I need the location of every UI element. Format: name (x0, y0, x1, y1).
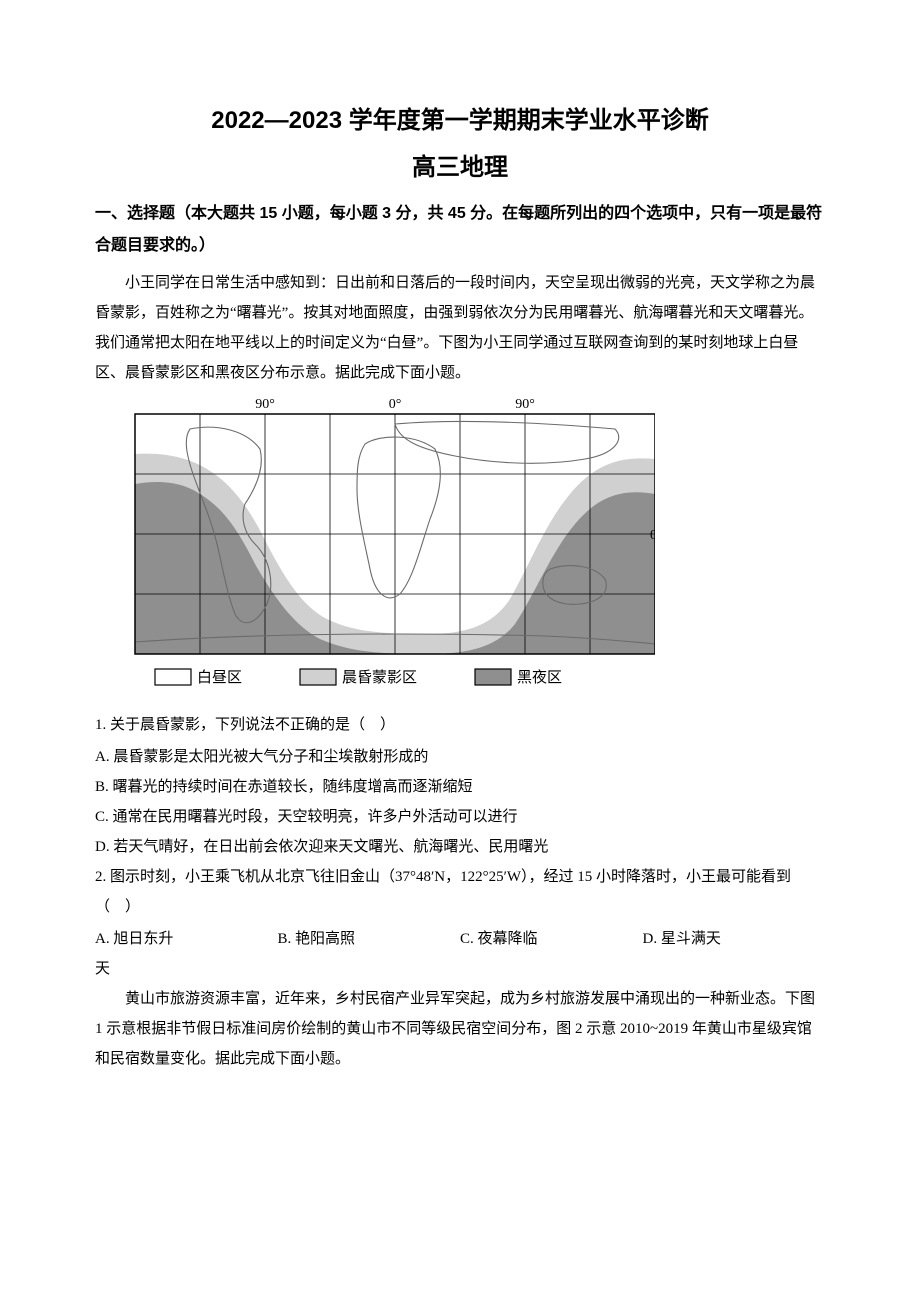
q1-option-a: A. 晨昏蒙影是太阳光被大气分子和尘埃散射形成的 (95, 742, 825, 772)
section-1-heading: 一、选择题（本大题共 15 小题，每小题 3 分，共 45 分。在每题所列出的四… (95, 198, 825, 262)
legend-night-swatch (475, 669, 511, 685)
lat-label-equator: 0° (650, 528, 655, 543)
q1-option-c: C. 通常在民用曙暮光时段，天空较明亮，许多户外活动可以进行 (95, 802, 825, 832)
q2-option-b: B. 艳阳高照 (278, 924, 461, 954)
legend-day-label: 白昼区 (197, 669, 242, 686)
page-title-main: 2022—2023 学年度第一学期期末学业水平诊断 (95, 100, 825, 135)
q1-option-b: B. 曙暮光的持续时间在赤道较长，随纬度增高而逐渐缩短 (95, 772, 825, 802)
legend-night-label: 黑夜区 (517, 669, 562, 686)
q2-stem: 2. 图示时刻，小王乘飞机从北京飞往旧金山（37°48′N，122°25′W），… (95, 862, 825, 922)
map-frame (135, 414, 655, 654)
page-title-sub: 高三地理 (95, 147, 825, 182)
figure-1-map: 90° 0° 90° (95, 394, 825, 704)
passage-2: 黄山市旅游资源丰富，近年来，乡村民宿产业异军突起，成为乡村旅游发展中涌现出的一种… (95, 984, 825, 1074)
q1-option-d: D. 若天气晴好，在日出前会依次迎来天文曙光、航海曙光、民用曙光 (95, 832, 825, 862)
passage-1: 小王同学在日常生活中感知到：日出前和日落后的一段时间内，天空呈现出微弱的光亮，天… (95, 268, 825, 388)
lon-label-1: 90° (255, 397, 275, 412)
legend-twilight-label: 晨昏蒙影区 (342, 669, 417, 686)
q2-option-a: A. 旭日东升 (95, 924, 278, 954)
figure-1-legend: 白昼区 晨昏蒙影区 黑夜区 (155, 669, 562, 686)
q2-option-c: C. 夜幕降临 (460, 924, 643, 954)
legend-twilight-swatch (300, 669, 336, 685)
q2-option-d: D. 星斗满天 (643, 924, 826, 954)
q2-options-row: A. 旭日东升 B. 艳阳高照 C. 夜幕降临 D. 星斗满天 (95, 924, 825, 954)
legend-day-swatch (155, 669, 191, 685)
q1-stem: 1. 关于晨昏蒙影，下列说法不正确的是（ ） (95, 710, 825, 740)
q2-trailing-text: 天 (95, 954, 825, 984)
lon-label-2: 0° (389, 397, 402, 412)
lon-label-3: 90° (515, 397, 535, 412)
